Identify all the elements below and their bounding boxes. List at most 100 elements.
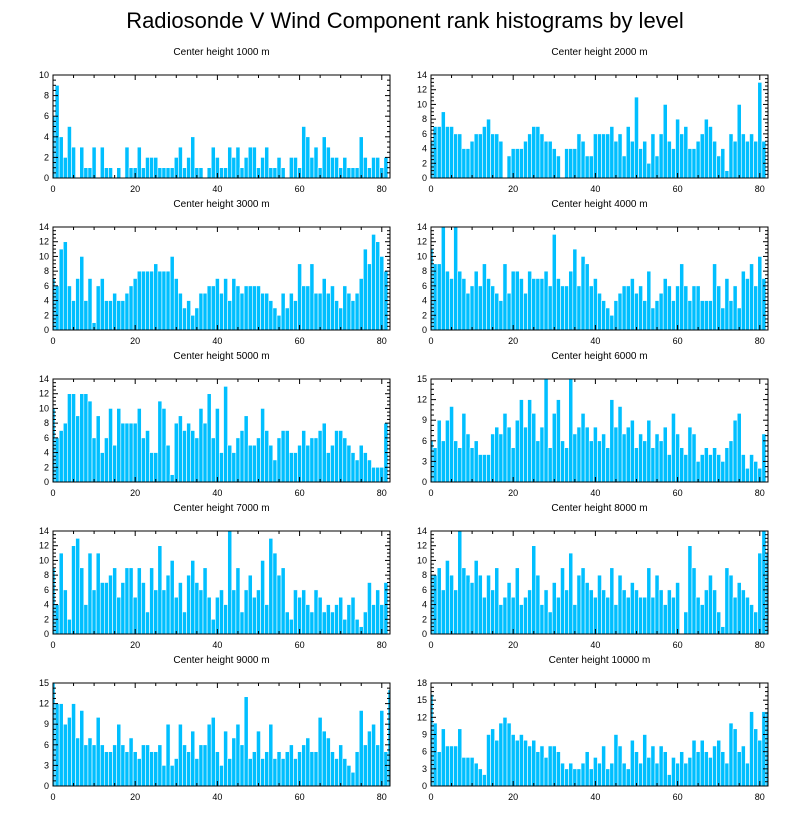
histogram-bar (178, 146, 183, 179)
histogram-bar (440, 728, 446, 787)
histogram-bar (436, 567, 442, 635)
histogram-bar (272, 552, 278, 635)
histogram-bar (498, 140, 504, 179)
histogram-bar (301, 430, 307, 483)
histogram-bar (745, 596, 750, 635)
histogram-bar (104, 300, 109, 331)
histogram-bar (280, 292, 286, 331)
histogram-bar (621, 589, 627, 635)
y-tick-label: 6 (44, 585, 49, 595)
histogram-bar (597, 292, 602, 331)
histogram-bar (473, 560, 479, 635)
histogram-bar (112, 444, 117, 483)
y-tick-label: 2 (422, 158, 427, 168)
histogram-bar (449, 406, 454, 483)
histogram-bar (367, 582, 372, 635)
histogram-bar (469, 447, 475, 483)
histogram-bar (638, 596, 643, 635)
y-tick-label: 2 (44, 462, 49, 472)
histogram-bar (325, 146, 331, 179)
histogram-bar (235, 723, 241, 787)
histogram-bar (498, 604, 504, 635)
histogram-bar (445, 126, 450, 179)
histogram-bar (547, 745, 553, 787)
histogram-bar (219, 292, 224, 331)
histogram-bar (576, 426, 582, 483)
histogram-bar (132, 278, 138, 331)
histogram-bar (667, 454, 672, 483)
histogram-bar (371, 157, 376, 179)
histogram-bar (350, 300, 356, 331)
y-tick-label: 8 (44, 570, 49, 580)
histogram-bar (210, 146, 216, 179)
y-tick-label: 2 (44, 152, 49, 162)
histogram-bar (202, 744, 208, 787)
histogram-bar (498, 722, 504, 787)
histogram-bar (260, 758, 265, 787)
histogram-bar (350, 596, 356, 635)
histogram-bar (535, 278, 541, 331)
x-tick-label: 60 (295, 184, 305, 194)
histogram-bar (206, 723, 212, 787)
histogram-bar (482, 263, 487, 331)
histogram-bar (334, 300, 339, 331)
y-tick-label: 4 (44, 600, 49, 610)
histogram-bar (371, 604, 376, 635)
histogram-bar (87, 278, 93, 331)
histogram-bar (276, 574, 282, 635)
histogram-bar (219, 589, 224, 635)
histogram-bar (658, 440, 664, 483)
histogram-bar (531, 739, 537, 787)
histogram-bar (630, 419, 635, 483)
histogram-bar (605, 447, 611, 483)
histogram-bar (358, 444, 364, 483)
chart-title: Center height 7000 m (173, 503, 269, 514)
histogram-bar (662, 426, 668, 483)
histogram-bar (588, 589, 594, 635)
histogram-bar (531, 126, 537, 179)
histogram-bar (695, 461, 701, 483)
histogram-bar (662, 751, 668, 787)
histogram-bar (584, 263, 590, 331)
histogram-bar (638, 285, 643, 331)
histogram-bar (486, 574, 491, 635)
histogram-bar (165, 444, 171, 483)
histogram-bar (346, 765, 352, 787)
histogram-bar (268, 538, 274, 635)
histogram-bar (724, 762, 730, 787)
histogram-bar (223, 386, 228, 483)
y-tick-label: 4 (44, 448, 49, 458)
histogram-bar (519, 604, 524, 635)
x-tick-label: 40 (590, 792, 600, 802)
x-tick-label: 40 (212, 792, 222, 802)
histogram-bar (539, 278, 545, 331)
histogram-bar (83, 167, 89, 179)
histogram-bar (630, 739, 635, 787)
histogram-bar (325, 292, 331, 331)
histogram-bar (494, 739, 500, 787)
x-tick-label: 60 (673, 184, 683, 194)
histogram-bar (264, 751, 270, 787)
histogram-bar (239, 744, 245, 787)
histogram-bar (190, 314, 196, 331)
chart-title: Center height 4000 m (551, 199, 647, 210)
y-tick-label: 14 (417, 70, 427, 80)
y-tick-label: 0 (422, 325, 427, 335)
histogram-bar (120, 582, 126, 635)
histogram-bar (260, 157, 265, 179)
histogram-bar (523, 292, 528, 331)
histogram-bar (182, 430, 187, 483)
histogram-bar (477, 574, 483, 635)
histogram-bar (510, 596, 516, 635)
histogram-bar (301, 589, 307, 635)
histogram-bar (757, 739, 763, 787)
histogram-bar (708, 300, 713, 331)
histogram-bar (662, 604, 668, 635)
histogram-bar (712, 263, 717, 331)
histogram-bar (728, 133, 734, 179)
y-tick-label: 2 (44, 614, 49, 624)
histogram-bar (658, 745, 664, 787)
histogram-bar (198, 292, 204, 331)
histogram-bar (749, 133, 754, 179)
histogram-bar (186, 300, 191, 331)
